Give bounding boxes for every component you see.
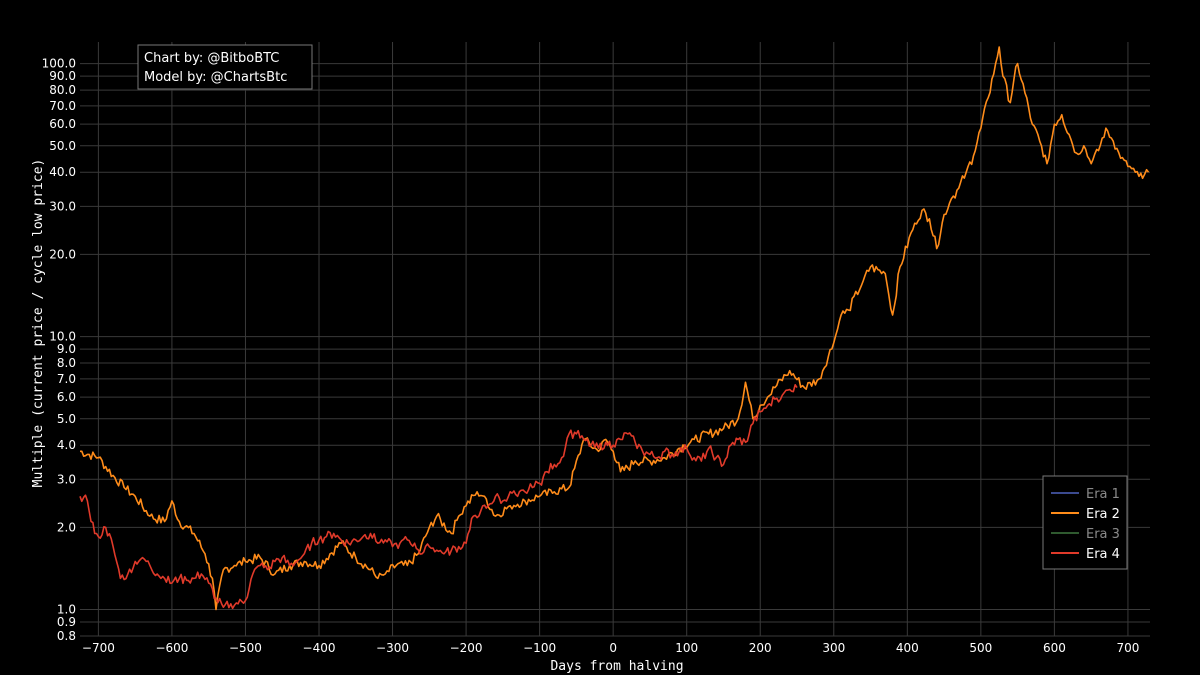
- legend-label[interactable]: Era 3: [1086, 527, 1120, 542]
- y-tick-label: 2.0: [57, 520, 76, 534]
- y-tick-label: 90.0: [49, 69, 76, 83]
- credit-model-by: Model by: @ChartsBtc: [144, 70, 287, 85]
- series-layer: [79, 46, 1150, 611]
- x-tick-label: 200: [749, 641, 772, 655]
- x-tick-label: 400: [896, 641, 919, 655]
- y-tick-label: 60.0: [49, 117, 76, 131]
- x-tick-label: 100: [675, 641, 698, 655]
- x-tick-label: −300: [376, 641, 409, 655]
- y-tick-label: 6.0: [57, 390, 76, 404]
- x-tick-label: −100: [523, 641, 556, 655]
- x-tick-label: −700: [82, 641, 115, 655]
- legend-items: Era 1 Era 2 Era 3 Era 4: [1051, 487, 1120, 562]
- credit-box-frame: [137, 44, 313, 90]
- y-tick-label: 10.0: [49, 330, 76, 344]
- legend-label[interactable]: Era 4: [1086, 547, 1120, 562]
- x-tick-label: −600: [155, 641, 188, 655]
- y-tick-label: 0.9: [57, 615, 76, 629]
- y-tick-label: 5.0: [57, 412, 76, 426]
- x-axis-ticks: −700 −600 −500 −400 −300 −200 −100 0 100 200 300 40…: [82, 641, 1139, 655]
- y-tick-label: 7.0: [57, 372, 76, 386]
- series-line-era-4: [79, 383, 798, 610]
- y-tick-label: 0.8: [57, 629, 76, 643]
- credit-box: Chart by: @BitboBTC Model by: @ChartsBtc: [137, 44, 313, 90]
- y-tick-label: 50.0: [49, 139, 76, 153]
- x-axis-title: Days from halving: [550, 659, 683, 674]
- grid: [80, 42, 1150, 637]
- x-tick-label: −500: [229, 641, 262, 655]
- y-tick-label: 100.0: [42, 57, 76, 71]
- y-tick-label: 9.0: [57, 342, 76, 356]
- x-tick-label: −200: [450, 641, 483, 655]
- x-tick-label: 300: [822, 641, 845, 655]
- y-tick-label: 4.0: [57, 438, 76, 452]
- x-tick-label: 700: [1116, 641, 1139, 655]
- legend: Era 1 Era 2 Era 3 Era 4: [1042, 475, 1128, 570]
- y-tick-label: 70.0: [49, 99, 76, 113]
- x-tick-label: 0: [609, 641, 617, 655]
- y-tick-label: 30.0: [49, 199, 76, 213]
- y-axis-ticks: 0.80.91.0 2.0 3.0 4.0 5.0 6.0 7.0 8.09.010.0 20.…: [42, 57, 76, 643]
- series-line-era-2: [80, 46, 1150, 611]
- y-tick-label: 80.0: [49, 83, 76, 97]
- y-tick-label: 20.0: [49, 247, 76, 261]
- y-axis-title: Multiple (current price / cycle low pric…: [31, 159, 46, 488]
- x-tick-label: −400: [303, 641, 336, 655]
- y-tick-label: 3.0: [57, 472, 76, 486]
- y-tick-label: 1.0: [57, 603, 76, 617]
- y-tick-label: 8.0: [57, 356, 76, 370]
- x-tick-label: 500: [969, 641, 992, 655]
- y-tick-label: 40.0: [49, 165, 76, 179]
- x-tick-label: 600: [1043, 641, 1066, 655]
- credit-chart-by: Chart by: @BitboBTC: [144, 51, 279, 66]
- legend-label[interactable]: Era 1: [1086, 487, 1120, 502]
- legend-label[interactable]: Era 2: [1086, 507, 1120, 522]
